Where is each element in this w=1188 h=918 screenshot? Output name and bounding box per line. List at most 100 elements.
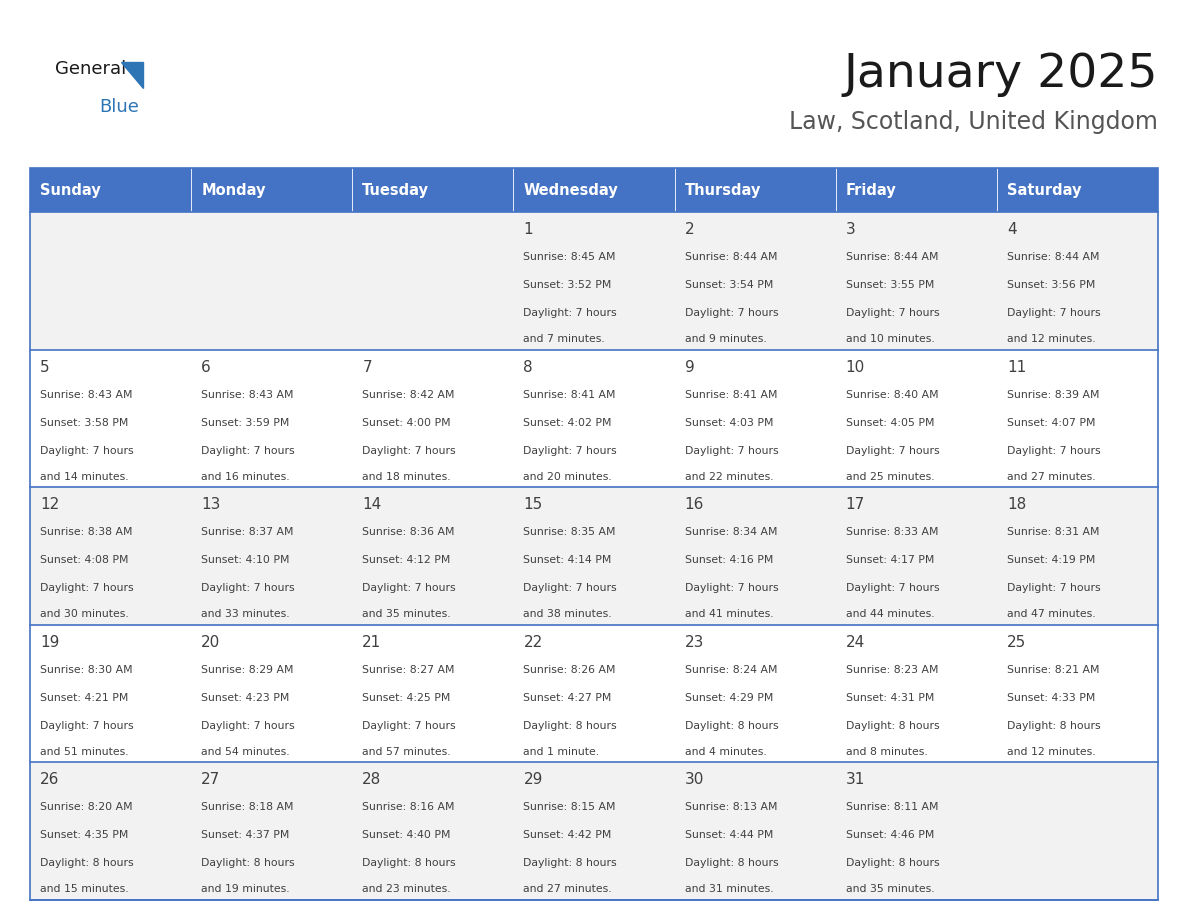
Bar (513, 168, 675, 212)
Text: Daylight: 8 hours: Daylight: 8 hours (524, 721, 617, 731)
Text: Sunrise: 8:43 AM: Sunrise: 8:43 AM (40, 389, 133, 399)
Text: Sunset: 3:56 PM: Sunset: 3:56 PM (1007, 280, 1095, 290)
Text: Daylight: 8 hours: Daylight: 8 hours (524, 858, 617, 868)
Text: Daylight: 7 hours: Daylight: 7 hours (362, 445, 456, 455)
Text: 2: 2 (684, 222, 694, 237)
Text: and 8 minutes.: and 8 minutes. (846, 747, 928, 756)
Text: Daylight: 7 hours: Daylight: 7 hours (524, 308, 617, 318)
Text: 19: 19 (40, 635, 59, 650)
Text: Daylight: 7 hours: Daylight: 7 hours (524, 583, 617, 593)
Text: Sunrise: 8:40 AM: Sunrise: 8:40 AM (846, 389, 939, 399)
Bar (835, 168, 997, 212)
Text: and 15 minutes.: and 15 minutes. (40, 884, 128, 894)
Text: Sunrise: 8:35 AM: Sunrise: 8:35 AM (524, 527, 615, 537)
Text: and 18 minutes.: and 18 minutes. (362, 472, 451, 482)
Text: Daylight: 7 hours: Daylight: 7 hours (1007, 583, 1100, 593)
Text: Daylight: 7 hours: Daylight: 7 hours (1007, 445, 1100, 455)
Text: Sunrise: 8:20 AM: Sunrise: 8:20 AM (40, 802, 133, 812)
Polygon shape (121, 62, 144, 88)
Text: Sunrise: 8:41 AM: Sunrise: 8:41 AM (524, 389, 615, 399)
Text: Daylight: 7 hours: Daylight: 7 hours (201, 721, 295, 731)
Text: Daylight: 7 hours: Daylight: 7 hours (362, 721, 456, 731)
Text: and 10 minutes.: and 10 minutes. (846, 334, 935, 344)
Text: Daylight: 7 hours: Daylight: 7 hours (201, 445, 295, 455)
Text: and 47 minutes.: and 47 minutes. (1007, 610, 1095, 620)
Text: Daylight: 7 hours: Daylight: 7 hours (846, 445, 940, 455)
Text: 27: 27 (201, 772, 221, 788)
Text: and 23 minutes.: and 23 minutes. (362, 884, 451, 894)
Text: 4: 4 (1007, 222, 1017, 237)
Bar (30, 168, 1158, 900)
Text: 5: 5 (40, 360, 50, 375)
Text: 17: 17 (846, 498, 865, 512)
Text: Sunrise: 8:15 AM: Sunrise: 8:15 AM (524, 802, 615, 812)
Text: Sunrise: 8:36 AM: Sunrise: 8:36 AM (362, 527, 455, 537)
Text: 22: 22 (524, 635, 543, 650)
Text: Sunset: 4:17 PM: Sunset: 4:17 PM (846, 555, 934, 565)
Bar (997, 168, 1158, 212)
Text: Sunrise: 8:21 AM: Sunrise: 8:21 AM (1007, 665, 1099, 675)
Text: Sunrise: 8:41 AM: Sunrise: 8:41 AM (684, 389, 777, 399)
Text: 1: 1 (524, 222, 533, 237)
Text: Sunset: 4:42 PM: Sunset: 4:42 PM (524, 831, 612, 840)
Text: Daylight: 8 hours: Daylight: 8 hours (1007, 721, 1100, 731)
Text: 11: 11 (1007, 360, 1026, 375)
Text: Daylight: 7 hours: Daylight: 7 hours (846, 308, 940, 318)
Text: Sunrise: 8:38 AM: Sunrise: 8:38 AM (40, 527, 133, 537)
Text: and 35 minutes.: and 35 minutes. (846, 884, 934, 894)
Text: Sunset: 3:55 PM: Sunset: 3:55 PM (846, 280, 934, 290)
Text: 31: 31 (846, 772, 865, 788)
Text: Sunset: 4:21 PM: Sunset: 4:21 PM (40, 693, 128, 703)
Text: Sunset: 4:10 PM: Sunset: 4:10 PM (201, 555, 290, 565)
Text: Sunset: 4:08 PM: Sunset: 4:08 PM (40, 555, 128, 565)
Bar (353, 168, 513, 212)
Text: Daylight: 8 hours: Daylight: 8 hours (201, 858, 295, 868)
Text: Sunrise: 8:11 AM: Sunrise: 8:11 AM (846, 802, 939, 812)
Text: 20: 20 (201, 635, 221, 650)
Text: 16: 16 (684, 498, 704, 512)
Text: 25: 25 (1007, 635, 1026, 650)
Text: Daylight: 7 hours: Daylight: 7 hours (524, 445, 617, 455)
Text: and 54 minutes.: and 54 minutes. (201, 747, 290, 756)
Text: Sunset: 4:37 PM: Sunset: 4:37 PM (201, 831, 290, 840)
Text: Sunrise: 8:45 AM: Sunrise: 8:45 AM (524, 252, 615, 262)
Text: and 41 minutes.: and 41 minutes. (684, 610, 773, 620)
Text: 28: 28 (362, 772, 381, 788)
Text: Sunset: 4:00 PM: Sunset: 4:00 PM (362, 418, 451, 428)
Text: Sunrise: 8:42 AM: Sunrise: 8:42 AM (362, 389, 455, 399)
Text: Sunset: 3:52 PM: Sunset: 3:52 PM (524, 280, 612, 290)
Text: 21: 21 (362, 635, 381, 650)
Text: Sunset: 4:27 PM: Sunset: 4:27 PM (524, 693, 612, 703)
Text: 15: 15 (524, 498, 543, 512)
Text: 24: 24 (846, 635, 865, 650)
Text: Tuesday: Tuesday (362, 183, 429, 197)
Text: Daylight: 7 hours: Daylight: 7 hours (40, 721, 133, 731)
Text: Sunset: 4:33 PM: Sunset: 4:33 PM (1007, 693, 1095, 703)
Text: Blue: Blue (99, 98, 139, 116)
Text: and 27 minutes.: and 27 minutes. (1007, 472, 1095, 482)
Bar (30, 625, 1158, 763)
Text: and 22 minutes.: and 22 minutes. (684, 472, 773, 482)
Text: 29: 29 (524, 772, 543, 788)
Text: and 20 minutes.: and 20 minutes. (524, 472, 612, 482)
Text: 13: 13 (201, 498, 221, 512)
Text: Sunrise: 8:29 AM: Sunrise: 8:29 AM (201, 665, 293, 675)
Text: Sunday: Sunday (40, 183, 101, 197)
Text: Daylight: 7 hours: Daylight: 7 hours (684, 308, 778, 318)
Text: Daylight: 8 hours: Daylight: 8 hours (684, 858, 778, 868)
Text: and 27 minutes.: and 27 minutes. (524, 884, 612, 894)
Text: 12: 12 (40, 498, 59, 512)
Text: Sunrise: 8:16 AM: Sunrise: 8:16 AM (362, 802, 455, 812)
Text: and 9 minutes.: and 9 minutes. (684, 334, 766, 344)
Text: Monday: Monday (201, 183, 266, 197)
Text: Daylight: 8 hours: Daylight: 8 hours (40, 858, 133, 868)
Text: 9: 9 (684, 360, 694, 375)
Text: and 16 minutes.: and 16 minutes. (201, 472, 290, 482)
Text: Daylight: 7 hours: Daylight: 7 hours (846, 583, 940, 593)
Text: and 51 minutes.: and 51 minutes. (40, 747, 128, 756)
Text: Sunrise: 8:30 AM: Sunrise: 8:30 AM (40, 665, 133, 675)
Text: Sunset: 4:14 PM: Sunset: 4:14 PM (524, 555, 612, 565)
Text: Sunrise: 8:43 AM: Sunrise: 8:43 AM (201, 389, 293, 399)
Text: and 12 minutes.: and 12 minutes. (1007, 334, 1095, 344)
Text: Friday: Friday (846, 183, 897, 197)
